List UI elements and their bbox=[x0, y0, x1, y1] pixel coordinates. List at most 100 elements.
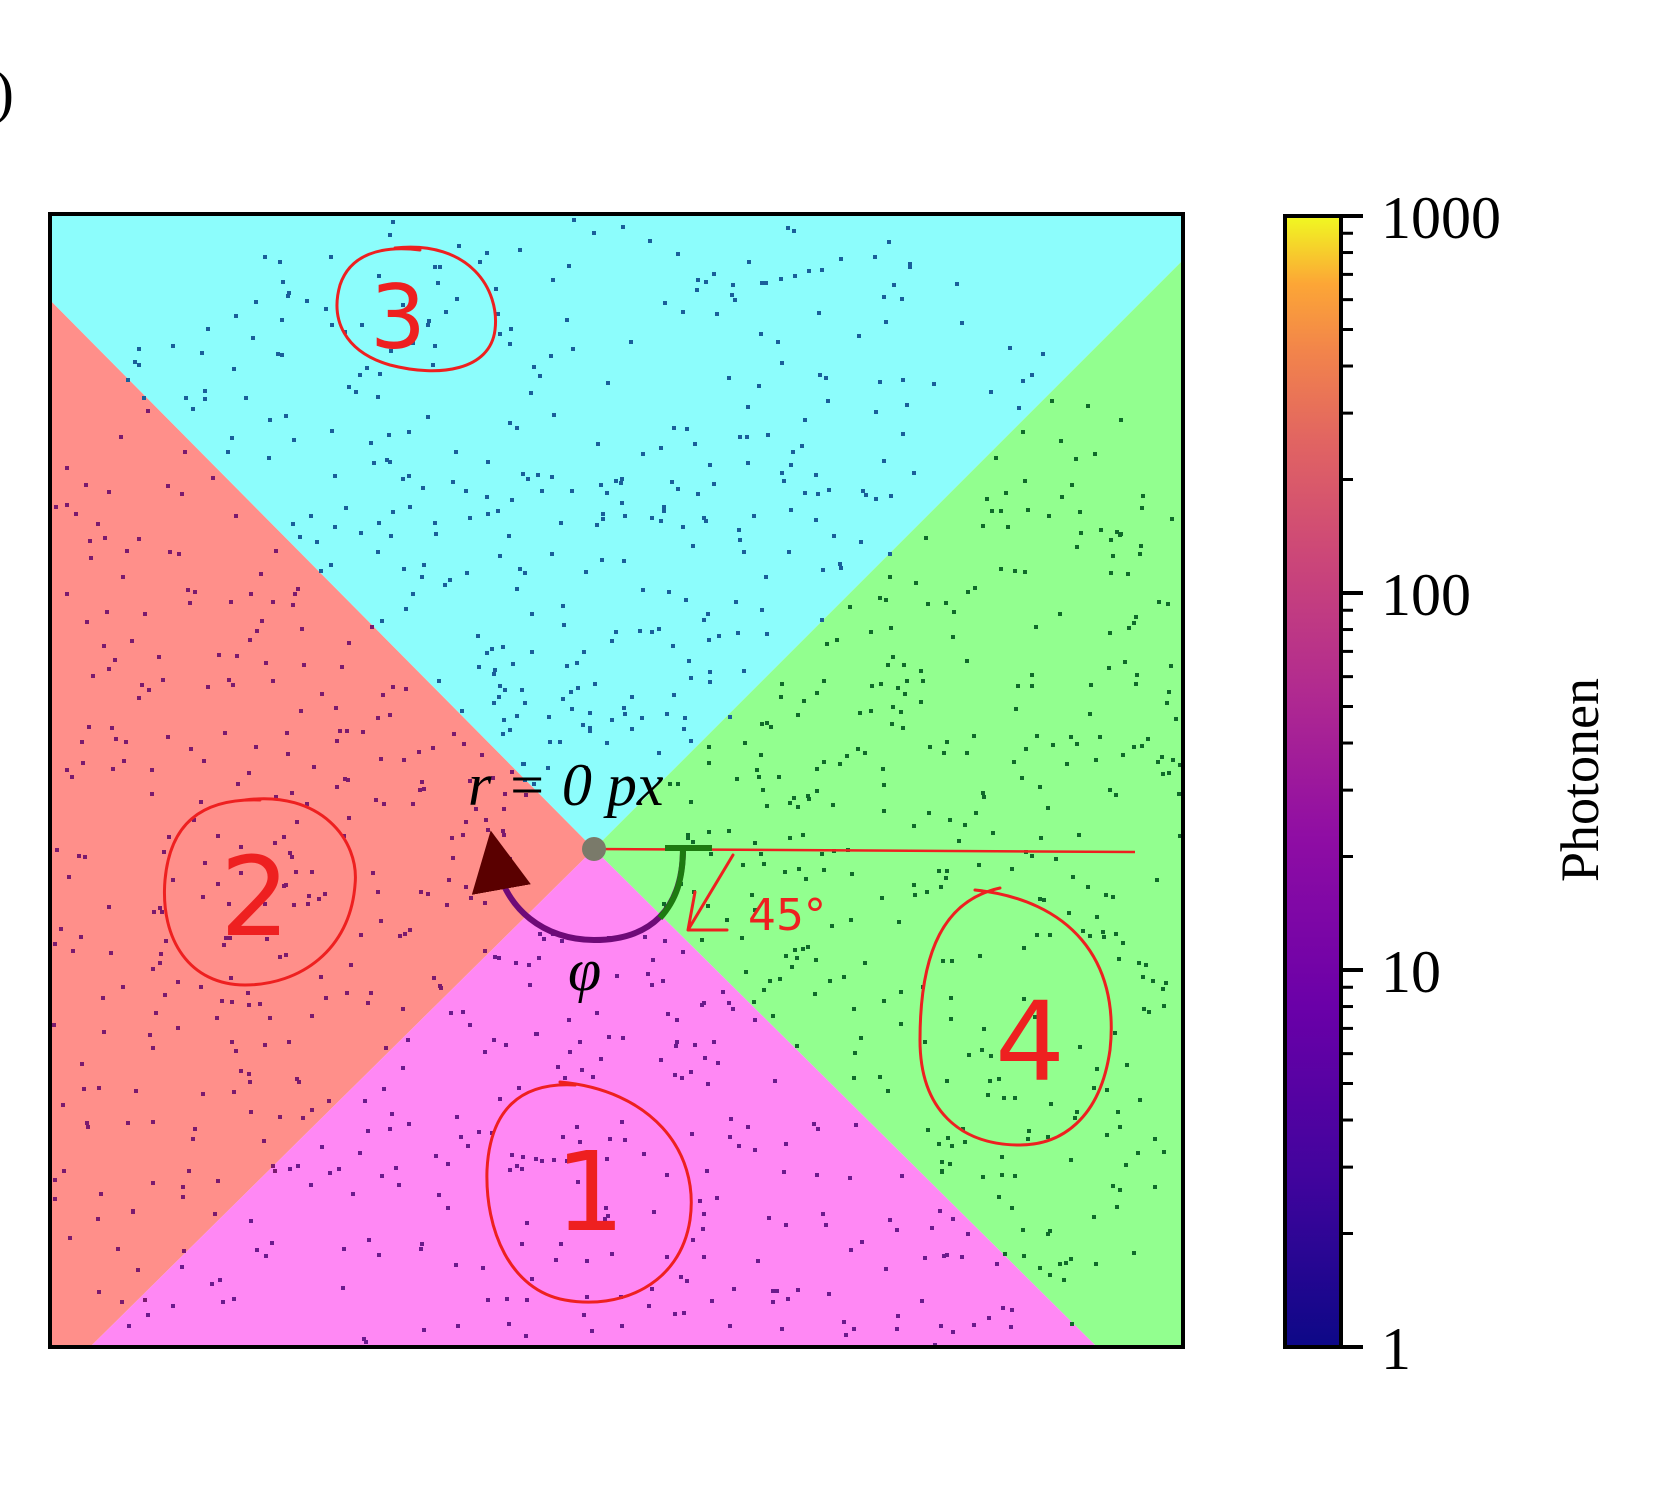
photon-dot bbox=[188, 601, 192, 605]
photon-dot bbox=[761, 788, 765, 792]
photon-dot bbox=[795, 956, 799, 960]
photon-dot bbox=[716, 1061, 720, 1065]
photon-dot bbox=[1160, 755, 1164, 759]
photon-dot bbox=[651, 958, 655, 962]
photon-dot bbox=[181, 1195, 185, 1199]
photon-dot bbox=[550, 475, 554, 479]
photon-dot bbox=[507, 534, 511, 538]
photon-dot bbox=[706, 612, 710, 616]
photon-dot bbox=[1162, 1150, 1166, 1154]
photon-dot bbox=[1089, 683, 1093, 687]
photon-dot bbox=[291, 522, 295, 526]
photon-dot bbox=[702, 1001, 706, 1005]
photon-dot bbox=[287, 291, 291, 295]
center-label: r = 0 px bbox=[468, 752, 664, 818]
photon-dot bbox=[310, 870, 314, 874]
photon-dot bbox=[345, 991, 349, 995]
photon-dot bbox=[762, 862, 766, 866]
photon-dot bbox=[596, 442, 600, 446]
photon-dot bbox=[65, 466, 69, 470]
photon-dot bbox=[426, 892, 430, 896]
photon-dot bbox=[595, 1011, 599, 1015]
photon-dot bbox=[347, 641, 351, 645]
photon-dot bbox=[838, 562, 842, 566]
photon-dot bbox=[1020, 776, 1024, 780]
photon-dot bbox=[184, 396, 188, 400]
photon-dot bbox=[814, 473, 818, 477]
photon-dot bbox=[121, 575, 125, 579]
photon-dot bbox=[1118, 1188, 1122, 1192]
photon-dot bbox=[999, 509, 1003, 513]
photon-dot bbox=[247, 771, 251, 775]
photon-dot bbox=[1069, 735, 1073, 739]
photon-dot bbox=[183, 450, 187, 454]
photon-dot bbox=[951, 1330, 955, 1334]
photon-dot bbox=[136, 1268, 140, 1272]
photon-dot bbox=[268, 1016, 272, 1020]
photon-dot bbox=[449, 1011, 453, 1015]
photon-dot bbox=[802, 699, 806, 703]
photon-dot bbox=[1162, 1004, 1166, 1008]
photon-dot bbox=[65, 592, 69, 596]
photon-dot bbox=[433, 521, 437, 525]
photon-dot bbox=[903, 692, 907, 696]
photon-dot bbox=[229, 976, 233, 980]
heatmap-plot bbox=[50, 214, 1183, 1347]
photon-dot bbox=[1166, 602, 1170, 606]
photon-dot bbox=[335, 739, 339, 743]
photon-dot bbox=[315, 540, 319, 544]
photon-dot bbox=[582, 1313, 586, 1317]
photon-dot bbox=[884, 598, 888, 602]
photon-dot bbox=[960, 1255, 964, 1259]
photon-dot bbox=[600, 558, 604, 562]
photon-dot bbox=[411, 592, 415, 596]
photon-dot bbox=[704, 280, 708, 284]
photon-dot bbox=[706, 904, 710, 908]
photon-dot bbox=[530, 612, 534, 616]
photon-dot bbox=[665, 712, 669, 716]
photon-dot bbox=[753, 841, 757, 845]
photon-dot bbox=[146, 409, 150, 413]
photon-dot bbox=[951, 1217, 955, 1221]
photon-dot bbox=[206, 685, 210, 689]
photon-dot bbox=[816, 1127, 820, 1131]
photon-dot bbox=[1140, 506, 1144, 510]
photon-dot bbox=[407, 430, 411, 434]
photon-dot bbox=[895, 1327, 899, 1331]
photon-dot bbox=[746, 1125, 750, 1129]
photon-dot bbox=[408, 505, 412, 509]
photon-dot bbox=[508, 728, 512, 732]
photon-dot bbox=[839, 257, 843, 261]
photon-dot bbox=[388, 1127, 392, 1131]
photon-dot bbox=[1038, 1266, 1042, 1270]
photon-dot bbox=[537, 956, 541, 960]
photon-dot bbox=[1069, 1257, 1073, 1261]
photon-dot bbox=[438, 984, 442, 988]
photon-dot bbox=[288, 851, 292, 855]
photon-dot bbox=[436, 281, 440, 285]
photon-dot bbox=[884, 1267, 888, 1271]
photon-dot bbox=[271, 1164, 275, 1168]
photon-dot bbox=[746, 461, 750, 465]
photon-dot bbox=[319, 569, 323, 573]
photon-dot bbox=[464, 489, 468, 493]
photon-dot bbox=[662, 509, 666, 513]
photon-dot bbox=[345, 729, 349, 733]
photon-dot bbox=[822, 868, 826, 872]
photon-dot bbox=[137, 347, 141, 351]
photon-dot bbox=[343, 777, 347, 781]
photon-dot bbox=[65, 768, 69, 772]
photon-dot bbox=[570, 489, 574, 493]
photon-dot bbox=[501, 645, 505, 649]
photon-dot bbox=[391, 220, 395, 224]
photon-dot bbox=[853, 1051, 857, 1055]
photon-dot bbox=[452, 732, 456, 736]
photon-dot bbox=[377, 1253, 381, 1257]
photon-dot bbox=[817, 311, 821, 315]
photon-dot bbox=[142, 396, 146, 400]
photon-dot bbox=[431, 363, 435, 367]
photon-dot bbox=[712, 272, 716, 276]
photon-dot bbox=[216, 834, 220, 838]
photon-dot bbox=[712, 482, 716, 486]
photon-dot bbox=[1039, 836, 1043, 840]
